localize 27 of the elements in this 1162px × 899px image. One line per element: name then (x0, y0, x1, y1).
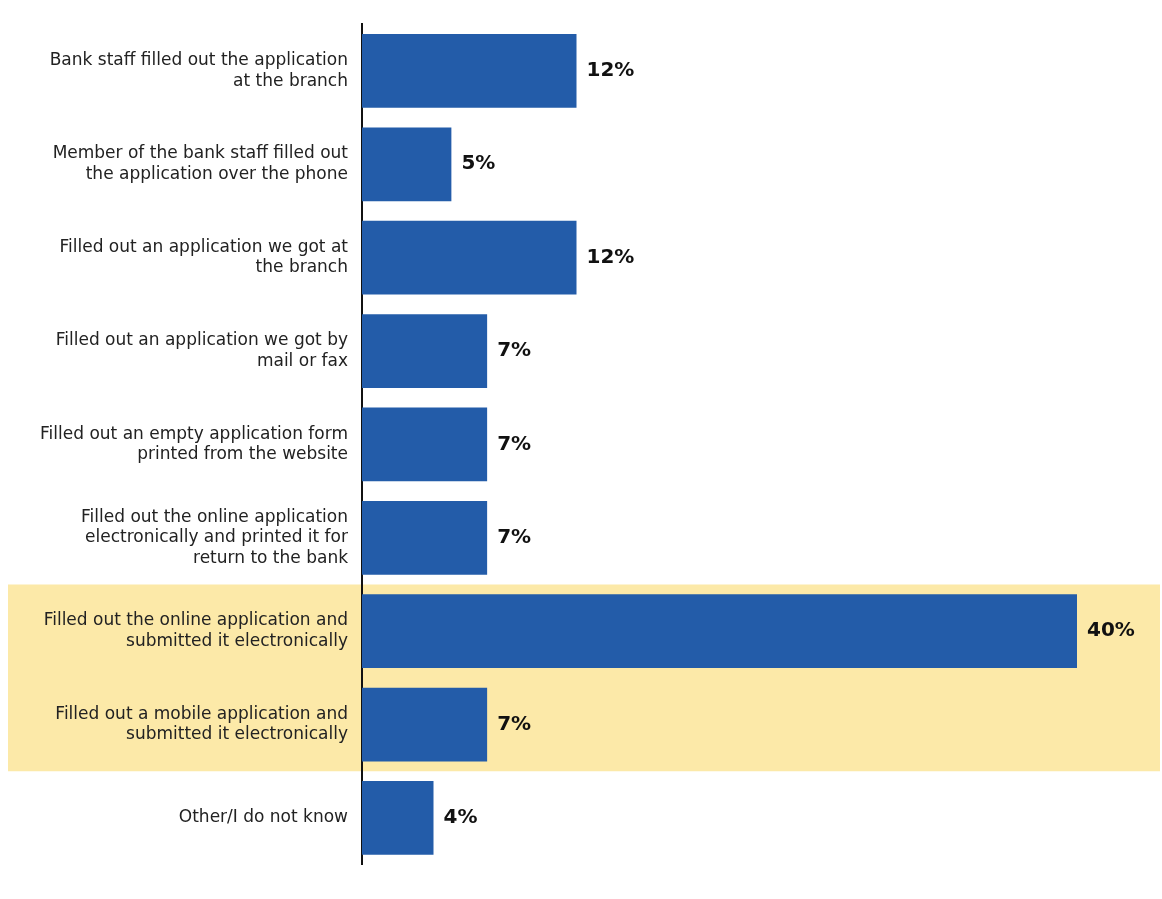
y-tick-label: Other/I do not know (178, 806, 349, 827)
data-label: 7% (497, 337, 532, 362)
bar (362, 34, 577, 108)
data-label: 12% (586, 57, 635, 82)
bar (362, 314, 488, 388)
y-tick-label: Bank staff filled out the application at the branch (49, 49, 348, 90)
data-label: 12% (586, 243, 635, 268)
bar (362, 781, 434, 855)
bar (362, 220, 577, 295)
y-tick-label: Filled out the online application and submitted it electronically (43, 609, 348, 650)
bar (362, 407, 488, 482)
y-tick-label: Filled out an empty application form printed from the website (40, 422, 348, 464)
y-tick-label: Filled out the online application electronically and printed it for return to the bank (81, 505, 349, 567)
y-tick-label: Member of the bank staff filled out the application over the phone (52, 142, 349, 183)
y-tick-label: Filled out an application we got at the branch (59, 235, 349, 277)
bar (362, 127, 452, 202)
y-tick-label: Filled out a mobile application and submitted it electronically (55, 702, 348, 744)
bar (362, 594, 1077, 669)
bar (362, 500, 488, 575)
data-label: 7% (497, 523, 532, 548)
y-tick-label: Filled out an application we got by mail or fax (55, 329, 348, 370)
data-label: 40% (1087, 617, 1135, 642)
data-label: 7% (497, 430, 532, 455)
bar (362, 687, 488, 762)
data-label: 5% (461, 150, 496, 175)
data-label: 7% (497, 710, 532, 735)
data-label: 4% (443, 804, 478, 829)
